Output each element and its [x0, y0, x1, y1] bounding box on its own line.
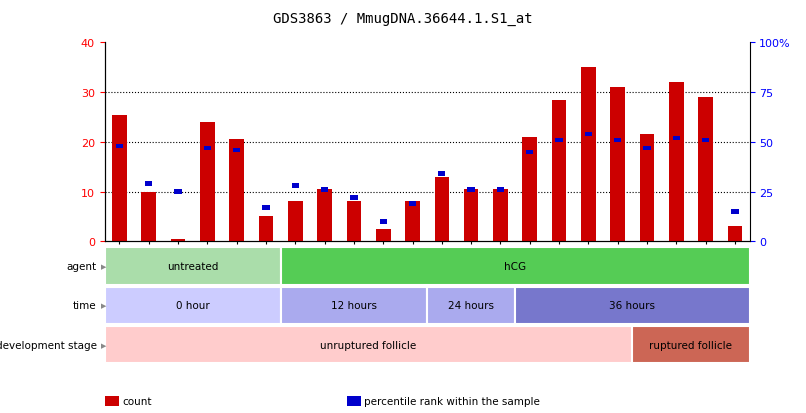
Text: GDS3863 / MmugDNA.36644.1.S1_at: GDS3863 / MmugDNA.36644.1.S1_at [273, 12, 533, 26]
Bar [409, 202, 416, 206]
Text: percentile rank within the sample: percentile rank within the sample [364, 396, 540, 406]
Bar [405, 202, 420, 242]
Bar [141, 192, 156, 242]
Bar [493, 190, 508, 242]
Bar [321, 188, 328, 192]
Bar [174, 190, 181, 194]
Bar [698, 98, 713, 242]
Text: 24 hours: 24 hours [448, 301, 494, 311]
Bar [376, 229, 391, 242]
Bar [463, 190, 479, 242]
Text: ruptured follicle: ruptured follicle [650, 340, 733, 350]
Bar [259, 217, 273, 242]
Bar [467, 188, 475, 192]
Bar [380, 220, 387, 224]
Bar [292, 184, 299, 188]
Bar [280, 248, 750, 285]
Text: time: time [73, 301, 97, 311]
Bar [427, 287, 515, 324]
Bar [526, 150, 534, 154]
Text: 12 hours: 12 hours [331, 301, 377, 311]
Text: ▶: ▶ [101, 342, 106, 348]
Text: agent: agent [67, 261, 97, 271]
Bar [643, 146, 650, 151]
Bar [702, 138, 709, 143]
Bar [318, 190, 332, 242]
Text: development stage: development stage [0, 340, 97, 350]
Bar [116, 144, 123, 149]
Bar [347, 202, 361, 242]
Bar [584, 132, 592, 137]
Bar [669, 83, 683, 242]
Bar [610, 88, 625, 242]
Bar [614, 138, 621, 143]
Bar [204, 146, 211, 151]
Text: unruptured follicle: unruptured follicle [321, 340, 417, 350]
Bar [673, 136, 680, 141]
Text: ▶: ▶ [101, 263, 106, 269]
Bar [200, 123, 214, 242]
Text: untreated: untreated [167, 261, 218, 271]
Bar [633, 326, 750, 363]
Bar [434, 177, 449, 242]
Bar [233, 148, 240, 153]
Bar [105, 248, 280, 285]
Text: 36 hours: 36 hours [609, 301, 655, 311]
Bar [262, 206, 270, 210]
Bar [171, 239, 185, 242]
Bar [280, 287, 427, 324]
Text: ▶: ▶ [101, 303, 106, 309]
Bar [351, 196, 358, 200]
Bar [112, 115, 127, 242]
Bar [728, 227, 742, 242]
Bar [731, 210, 738, 214]
Bar [515, 287, 750, 324]
Text: hCG: hCG [504, 261, 526, 271]
Bar [640, 135, 654, 242]
Bar [496, 188, 504, 192]
Bar [230, 140, 244, 242]
Text: count: count [123, 396, 152, 406]
Bar [145, 182, 152, 186]
Bar [581, 68, 596, 242]
Bar [522, 138, 537, 242]
Bar [105, 326, 633, 363]
Bar [288, 202, 302, 242]
Text: 0 hour: 0 hour [176, 301, 210, 311]
Bar [552, 100, 567, 242]
Bar [105, 287, 280, 324]
Bar [438, 172, 446, 176]
Bar [555, 138, 563, 143]
